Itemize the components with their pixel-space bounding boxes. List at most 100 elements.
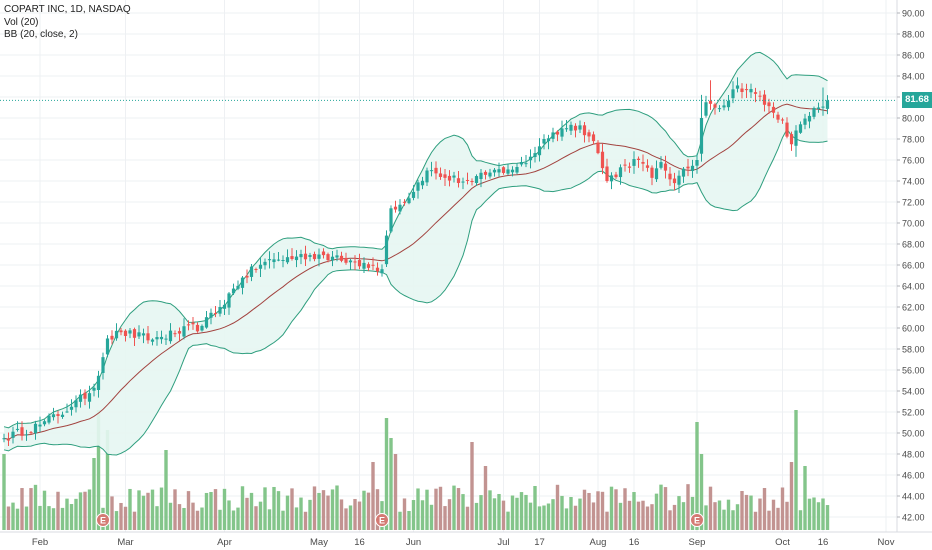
candle-body: [803, 118, 807, 125]
candle-body: [240, 277, 245, 288]
candle-body: [618, 167, 623, 178]
price-tick-label: 60.00: [902, 323, 925, 333]
volume-indicator-label[interactable]: Vol (20): [4, 16, 39, 28]
candle-body: [569, 124, 573, 131]
volume-bar: [614, 489, 618, 530]
volume-bar: [60, 507, 65, 530]
volume-bar: [636, 501, 641, 530]
volume-bars: [2, 410, 830, 530]
candle-body: [596, 142, 600, 154]
basis-line: [3, 103, 828, 440]
volume-bar: [416, 488, 420, 530]
price-tick-label: 54.00: [902, 386, 925, 396]
volume-bar: [141, 495, 146, 530]
volume-bar: [69, 504, 74, 530]
candle-body: [776, 114, 780, 120]
volume-bar: [209, 492, 213, 530]
volume-bar: [452, 485, 456, 530]
candle-body: [623, 164, 627, 166]
candle-body: [528, 156, 533, 161]
candle-body: [204, 317, 209, 328]
volume-bar: [564, 508, 569, 530]
candle-body: [416, 182, 420, 191]
volume-bar: [299, 497, 303, 530]
candle-body: [339, 255, 344, 261]
volume-bar: [276, 491, 281, 530]
volume-bar: [812, 497, 816, 530]
volume-bar: [645, 506, 650, 530]
volume-bar: [731, 510, 735, 530]
volume-bar: [155, 506, 159, 530]
volume-bar: [51, 508, 56, 530]
candle-body: [726, 100, 731, 108]
volume-bar: [650, 504, 654, 530]
price-tick-label: 52.00: [902, 407, 925, 417]
price-tick-label: 70.00: [902, 218, 925, 228]
volume-bar: [465, 506, 470, 530]
volume-bar: [29, 488, 33, 530]
candle-body: [731, 89, 735, 99]
volume-bar: [578, 498, 582, 530]
candle-body: [222, 304, 227, 309]
time-tick-label: Apr: [217, 537, 232, 548]
volume-bar: [789, 462, 794, 530]
time-tick-label: Jul: [497, 537, 509, 548]
candle-body: [443, 174, 447, 178]
price-tick-label: 80.00: [902, 113, 925, 123]
volume-bar: [497, 493, 501, 530]
candle-body: [744, 89, 749, 91]
candle-body: [200, 325, 204, 331]
candle-body: [537, 146, 542, 156]
candle-body: [47, 415, 51, 423]
candle-body: [758, 95, 762, 97]
volume-bar: [213, 489, 218, 530]
volume-bar: [420, 500, 425, 530]
volume-bar: [123, 506, 128, 530]
candle-body: [794, 130, 798, 146]
volume-bar: [2, 454, 6, 530]
price-axis[interactable]: 90.0088.0086.0084.0082.0080.0078.0076.00…: [896, 0, 932, 550]
volume-bar: [825, 505, 830, 530]
volume-bar: [641, 500, 645, 530]
candle-body: [344, 257, 348, 263]
price-tick-label: 56.00: [902, 365, 925, 375]
candle-body: [353, 261, 357, 263]
candle-body: [173, 333, 177, 335]
candle-body: [375, 267, 380, 272]
volume-bar: [429, 504, 434, 530]
candle-body: [308, 255, 312, 257]
candle-body: [627, 166, 632, 168]
candle-body: [605, 166, 609, 181]
candle-body: [276, 259, 281, 261]
bollinger-indicator-label[interactable]: BB (20, close, 2): [4, 29, 78, 40]
candle-body: [317, 254, 321, 259]
candle-body: [564, 128, 569, 130]
volume-bar: [623, 488, 627, 530]
candle-body: [686, 166, 690, 169]
volume-bar: [483, 466, 488, 530]
candle-body: [294, 256, 299, 261]
symbol-title[interactable]: COPART INC, 1D, NASDAQ: [4, 4, 131, 15]
volume-bar: [402, 498, 407, 530]
volume-bar: [704, 505, 708, 530]
candle-body: [713, 104, 717, 108]
candle-body: [285, 257, 290, 263]
volume-bar: [132, 511, 137, 530]
time-tick-label: 16: [818, 537, 829, 548]
volume-bar: [195, 510, 200, 530]
volume-bar: [258, 501, 263, 530]
volume-bar: [524, 494, 528, 530]
candle-body: [708, 100, 713, 104]
time-axis[interactable]: Feb Mar Apr May 16 Jun Jul 17 Aug 16 Sep Oct 16 Nov: [0, 531, 932, 550]
candle-body: [699, 118, 704, 154]
price-tick-label: 46.00: [902, 470, 925, 480]
candle-body: [501, 167, 506, 173]
candle-body: [15, 428, 20, 430]
volume-bar: [200, 507, 204, 530]
candle-body: [762, 94, 767, 105]
volume-bar: [47, 506, 51, 530]
candle-body: [398, 204, 402, 212]
volume-bar: [317, 492, 321, 530]
